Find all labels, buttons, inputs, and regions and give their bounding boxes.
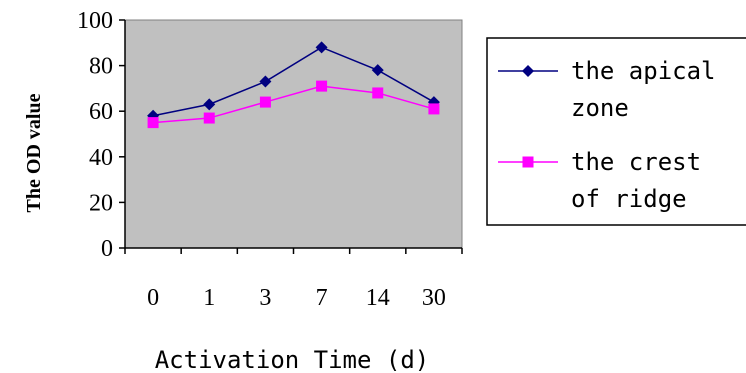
data-point: [428, 103, 440, 115]
data-point: [147, 117, 159, 129]
series-line: [153, 85, 435, 124]
data-point: [315, 41, 328, 54]
tick-labels: 0 20 40 60 80 100 0 1 3 7 14 30: [77, 8, 446, 311]
legend-label: zone: [571, 94, 629, 122]
x-tick-label: 0: [147, 285, 159, 311]
plot-area: [124, 19, 463, 249]
x-tick-label: 30: [422, 285, 446, 311]
series-2: [147, 80, 440, 129]
y-tick-label: 20: [89, 190, 113, 216]
x-tick-label: 3: [259, 285, 271, 311]
x-axis-label: Activation Time (d): [155, 346, 430, 373]
data-point: [203, 112, 215, 124]
data-point: [203, 98, 216, 111]
data-point: [371, 64, 384, 77]
legend-entry-1: the apical zone: [498, 57, 716, 122]
x-tick-label: 1: [203, 285, 215, 311]
legend: the apical zone the crest of ridge: [486, 37, 746, 226]
data-point: [372, 87, 384, 99]
y-tick-label: 0: [101, 236, 113, 262]
series-line: [152, 46, 435, 117]
data-point: [259, 75, 272, 88]
legend-label: of ridge: [571, 185, 687, 213]
x-tick-label: 7: [316, 285, 328, 311]
y-tick-label: 100: [77, 8, 113, 34]
legend-label: the apical: [571, 57, 716, 85]
series-layer: [147, 41, 440, 129]
legend-marker: [522, 156, 534, 168]
data-point: [316, 80, 328, 92]
y-tick-label: 60: [89, 99, 113, 125]
y-tick-label: 40: [89, 145, 113, 171]
y-tick-label: 80: [89, 54, 113, 80]
legend-entries: the apical zone the crest of ridge: [498, 57, 716, 213]
x-tick-label: 14: [366, 285, 390, 311]
axes: [119, 19, 463, 254]
y-axis-label: The OD value: [23, 93, 45, 212]
data-point: [259, 96, 271, 108]
legend-label: the crest: [571, 148, 701, 176]
legend-marker: [522, 65, 534, 77]
legend-entry-2: the crest of ridge: [498, 148, 701, 213]
